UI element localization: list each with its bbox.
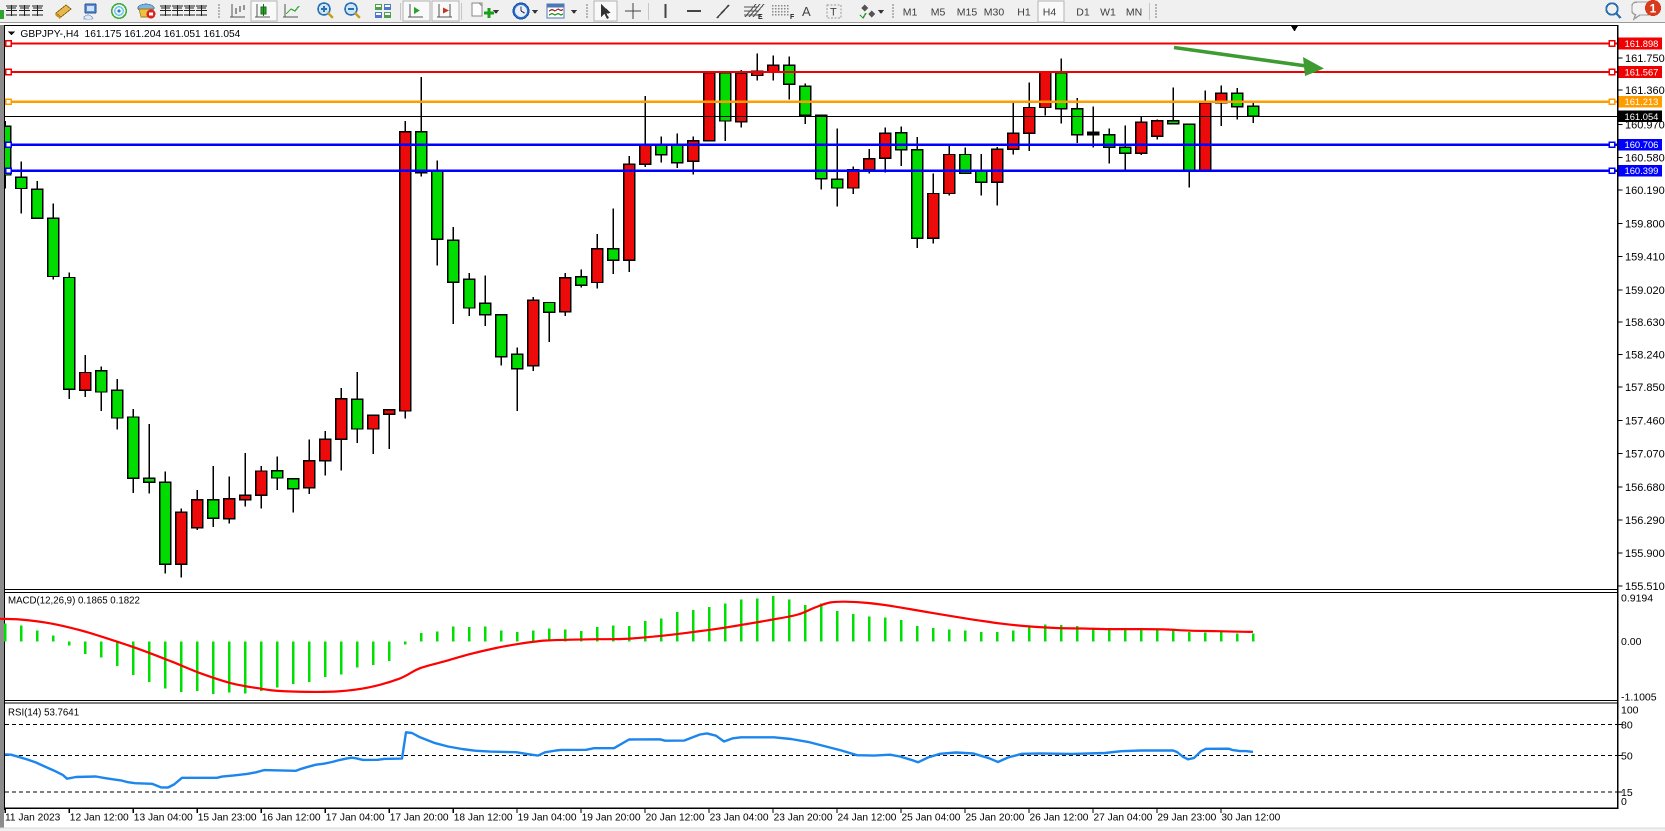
- svg-text:A: A: [802, 4, 811, 19]
- svg-text:156.680: 156.680: [1625, 482, 1665, 494]
- svg-text:161.750: 161.750: [1625, 53, 1665, 65]
- svg-text:24 Jan 12:00: 24 Jan 12:00: [838, 813, 897, 824]
- svg-text:MN: MN: [1126, 7, 1142, 19]
- svg-text:M30: M30: [984, 7, 1005, 19]
- svg-text:23 Jan 04:00: 23 Jan 04:00: [710, 813, 769, 824]
- svg-text:100: 100: [1621, 705, 1639, 717]
- svg-text:160.399: 160.399: [1625, 165, 1659, 176]
- svg-text:19 Jan 20:00: 19 Jan 20:00: [582, 813, 641, 824]
- svg-text:13 Jan 04:00: 13 Jan 04:00: [134, 813, 193, 824]
- svg-text:D1: D1: [1076, 7, 1090, 19]
- svg-text:158.630: 158.630: [1625, 317, 1665, 329]
- svg-text:17 Jan 20:00: 17 Jan 20:00: [390, 813, 449, 824]
- svg-text:159.410: 159.410: [1625, 252, 1665, 264]
- svg-text:MACD(12,26,9) 0.1865 0.1822: MACD(12,26,9) 0.1865 0.1822: [8, 596, 140, 607]
- svg-text:25 Jan 20:00: 25 Jan 20:00: [966, 813, 1025, 824]
- svg-text:12 Jan 12:00: 12 Jan 12:00: [70, 813, 129, 824]
- svg-text:M1: M1: [903, 7, 918, 19]
- svg-text:161.213: 161.213: [1625, 96, 1659, 107]
- svg-text:160.190: 160.190: [1625, 185, 1665, 197]
- svg-text:0.00: 0.00: [1621, 636, 1642, 648]
- svg-text:161.360: 161.360: [1625, 85, 1665, 97]
- svg-text:11 Jan 2023: 11 Jan 2023: [5, 813, 61, 824]
- svg-text:157.460: 157.460: [1625, 416, 1665, 428]
- svg-text:161.898: 161.898: [1625, 38, 1659, 49]
- svg-text:80: 80: [1621, 719, 1633, 731]
- svg-text:29 Jan 23:00: 29 Jan 23:00: [1157, 813, 1216, 824]
- svg-text:-1.1005: -1.1005: [1621, 692, 1657, 704]
- svg-text:RSI(14) 53.7641: RSI(14) 53.7641: [8, 708, 79, 719]
- svg-text:156.290: 156.290: [1625, 515, 1665, 527]
- svg-text:H1: H1: [1017, 7, 1031, 19]
- svg-text:50: 50: [1621, 750, 1633, 762]
- svg-text:18 Jan 12:00: 18 Jan 12:00: [454, 813, 513, 824]
- svg-text:T: T: [830, 7, 837, 19]
- svg-text:20 Jan 12:00: 20 Jan 12:00: [646, 813, 705, 824]
- svg-text:E: E: [758, 14, 763, 21]
- svg-text:0.9194: 0.9194: [1621, 593, 1653, 605]
- svg-text:15 Jan 23:00: 15 Jan 23:00: [198, 813, 257, 824]
- svg-text:15: 15: [1621, 787, 1633, 799]
- svg-text:16 Jan 12:00: 16 Jan 12:00: [262, 813, 321, 824]
- svg-text:W1: W1: [1100, 7, 1116, 19]
- svg-text:17 Jan 04:00: 17 Jan 04:00: [326, 813, 385, 824]
- svg-text:GBPJPY-,H4 161.175 161.204 16: GBPJPY-,H4 161.175 161.204 161.051 161.0…: [20, 29, 240, 40]
- svg-text:0: 0: [1621, 796, 1627, 808]
- svg-text:155.900: 155.900: [1625, 548, 1665, 560]
- svg-text:H4: H4: [1043, 7, 1057, 19]
- svg-text:160.580: 160.580: [1625, 153, 1665, 165]
- svg-text:160.970: 160.970: [1625, 120, 1665, 132]
- svg-text:157.850: 157.850: [1625, 382, 1665, 394]
- svg-text:159.800: 159.800: [1625, 219, 1665, 231]
- svg-text:M15: M15: [957, 7, 978, 19]
- svg-text:30 Jan 12:00: 30 Jan 12:00: [1221, 813, 1280, 824]
- svg-text:M5: M5: [931, 7, 946, 19]
- svg-text:F: F: [790, 14, 795, 21]
- svg-text:27 Jan 04:00: 27 Jan 04:00: [1094, 813, 1153, 824]
- svg-text:1: 1: [1650, 2, 1657, 16]
- svg-text:26 Jan 12:00: 26 Jan 12:00: [1030, 813, 1089, 824]
- svg-text:19 Jan 04:00: 19 Jan 04:00: [518, 813, 577, 824]
- svg-text:23 Jan 20:00: 23 Jan 20:00: [774, 813, 833, 824]
- svg-text:155.510: 155.510: [1625, 581, 1665, 593]
- svg-text:161.054: 161.054: [1625, 111, 1659, 122]
- svg-text:161.567: 161.567: [1625, 67, 1659, 78]
- svg-text:159.020: 159.020: [1625, 285, 1665, 297]
- svg-text:157.070: 157.070: [1625, 449, 1665, 461]
- svg-text:160.706: 160.706: [1625, 139, 1659, 150]
- svg-text:25 Jan 04:00: 25 Jan 04:00: [902, 813, 961, 824]
- svg-text:158.240: 158.240: [1625, 350, 1665, 362]
